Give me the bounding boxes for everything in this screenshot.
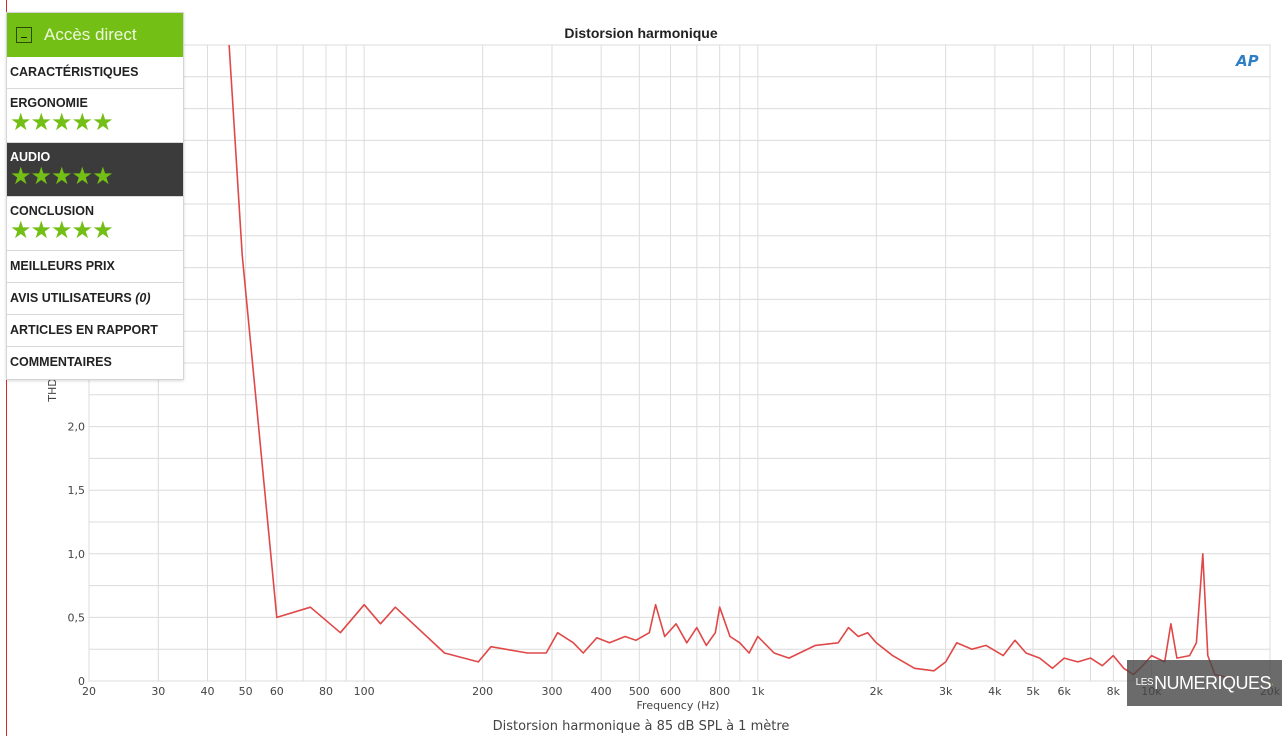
nav-item-label: AUDIO bbox=[10, 150, 51, 164]
x-axis-label: Frequency (Hz) bbox=[637, 699, 720, 712]
nav-item-avis-utilisateurs[interactable]: AVIS UTILISATEURS (0) bbox=[7, 283, 183, 315]
nav-item-commentaires[interactable]: COMMENTAIRES bbox=[7, 347, 183, 379]
collapse-toggle-icon[interactable] bbox=[16, 27, 32, 43]
chart-caption: Distorsion harmonique à 85 dB SPL à 1 mè… bbox=[492, 719, 790, 734]
x-tick-label: 600 bbox=[660, 685, 681, 698]
ap-logo-icon: AP bbox=[1236, 52, 1259, 70]
quick-access-list: CARACTÉRISTIQUES ERGONOMIE ★★★★★ AUDIO ★★★★★… bbox=[7, 57, 183, 379]
x-tick-label: 400 bbox=[591, 685, 612, 698]
series-line-thd bbox=[228, 45, 1232, 680]
x-tick-label: 40 bbox=[201, 685, 215, 698]
watermark-logo: LESNUMERIQUES. bbox=[1127, 660, 1282, 706]
y-tick-label: 1,5 bbox=[68, 484, 86, 497]
chart-grid bbox=[88, 44, 1271, 682]
nav-item-label: COMMENTAIRES bbox=[10, 355, 112, 369]
chart-title: Distorsion harmonique bbox=[564, 25, 718, 41]
x-tick-label: 6k bbox=[1057, 685, 1071, 698]
x-tick-label: 800 bbox=[709, 685, 730, 698]
x-tick-label: 3k bbox=[939, 685, 953, 698]
chart-series bbox=[228, 45, 1232, 680]
star-rating-icon: ★★★★★ bbox=[10, 217, 114, 244]
nav-item-label: ERGONOMIE bbox=[10, 96, 88, 110]
y-tick-label: 0,5 bbox=[68, 611, 86, 624]
x-tick-label: 1k bbox=[751, 685, 765, 698]
y-tick-label: 1,0 bbox=[68, 548, 86, 561]
x-tick-label: 2k bbox=[870, 685, 884, 698]
x-tick-label: 100 bbox=[354, 685, 375, 698]
x-tick-label: 80 bbox=[319, 685, 333, 698]
star-rating-icon: ★★★★★ bbox=[10, 109, 114, 136]
y-tick-label: 2,0 bbox=[68, 421, 86, 434]
nav-item-audio[interactable]: AUDIO ★★★★★ bbox=[7, 143, 183, 197]
y-tick-label: 0 bbox=[78, 675, 85, 688]
x-tick-label: 8k bbox=[1107, 685, 1121, 698]
x-tick-label: 500 bbox=[629, 685, 650, 698]
quick-access-header[interactable]: Accès direct bbox=[7, 13, 183, 57]
nav-item-label: ARTICLES EN RAPPORT bbox=[10, 323, 158, 337]
nav-item-meilleurs-prix[interactable]: MEILLEURS PRIX bbox=[7, 251, 183, 283]
nav-item-articles-en-rapport[interactable]: ARTICLES EN RAPPORT bbox=[7, 315, 183, 347]
quick-access-panel: Accès direct CARACTÉRISTIQUES ERGONOMIE ★★… bbox=[6, 12, 184, 380]
nav-item-label: CARACTÉRISTIQUES bbox=[10, 65, 139, 79]
nav-item-caracteristiques[interactable]: CARACTÉRISTIQUES bbox=[7, 57, 183, 89]
x-tick-label: 30 bbox=[151, 685, 165, 698]
nav-item-label: AVIS UTILISATEURS bbox=[10, 291, 132, 305]
watermark-brand: NUMERIQUES bbox=[1154, 673, 1272, 693]
nav-item-label: MEILLEURS PRIX bbox=[10, 259, 115, 273]
x-tick-label: 4k bbox=[988, 685, 1002, 698]
nav-item-ergonomie[interactable]: ERGONOMIE ★★★★★ bbox=[7, 89, 183, 143]
x-tick-label: 60 bbox=[270, 685, 284, 698]
nav-item-label: CONCLUSION bbox=[10, 204, 95, 218]
quick-access-title: Accès direct bbox=[44, 25, 137, 44]
x-tick-label: 5k bbox=[1026, 685, 1040, 698]
x-tick-label: 300 bbox=[541, 685, 562, 698]
watermark-lead: LES bbox=[1135, 677, 1154, 688]
chart-axes: 20 30 40 50 60 80 100 200 300 400 500 600 800 1k 2k 3k 4… bbox=[68, 103, 1281, 698]
nav-item-count: (0) bbox=[135, 291, 151, 305]
star-rating-icon: ★★★★★ bbox=[10, 163, 114, 190]
x-tick-label: 20 bbox=[82, 685, 96, 698]
watermark-dot: . bbox=[1271, 677, 1274, 688]
x-tick-label: 50 bbox=[239, 685, 253, 698]
x-tick-label: 200 bbox=[472, 685, 493, 698]
y-axis-label: THD bbox=[46, 378, 59, 402]
nav-item-conclusion[interactable]: CONCLUSION ★★★★★ bbox=[7, 197, 183, 251]
